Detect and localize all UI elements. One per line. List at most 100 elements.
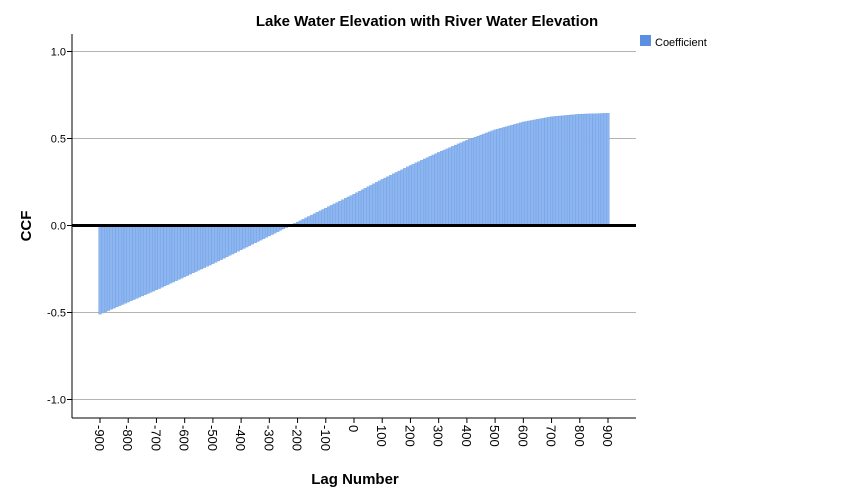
coefficient-bar [219, 225, 223, 260]
coefficient-bar [442, 149, 446, 226]
coefficient-bar [473, 136, 477, 226]
coefficient-bar [160, 225, 164, 288]
coefficient-bar [109, 225, 113, 310]
legend-label: Coefficient [655, 37, 707, 49]
coefficient-bar [485, 132, 489, 226]
coefficient-bar [482, 133, 486, 226]
coefficient-bar [191, 225, 195, 274]
coefficient-bar [327, 206, 331, 226]
coefficient-bar [208, 225, 212, 266]
coefficient-bar [510, 124, 514, 226]
coefficient-bar [533, 119, 537, 226]
x-tick-label: -600 [177, 425, 192, 451]
x-tick-label: 700 [544, 425, 559, 447]
coefficient-bar [253, 225, 257, 244]
coefficient-bar [479, 134, 483, 226]
coefficient-bar [476, 135, 480, 226]
coefficient-bar [106, 225, 111, 311]
x-tick-label: 800 [572, 425, 587, 447]
coefficient-bar [507, 125, 511, 226]
coefficient-bar [439, 151, 444, 226]
coefficient-bar [349, 195, 353, 226]
coefficient-bar [606, 113, 610, 226]
coefficient-bar [200, 225, 204, 270]
coefficient-bar [222, 225, 226, 259]
coefficient-bar [581, 113, 585, 226]
coefficient-bar [538, 118, 542, 226]
coefficient-bar [530, 120, 534, 226]
coefficient-bar [329, 205, 333, 226]
x-tick-label: -100 [318, 425, 333, 451]
coefficient-bar [527, 120, 531, 226]
coefficient-bar [470, 138, 475, 226]
coefficient-bar [600, 113, 604, 226]
coefficient-bar [163, 225, 167, 287]
coefficient-bar [544, 117, 548, 226]
coefficient-bar [490, 130, 494, 226]
coefficient-bar [202, 225, 206, 268]
coefficient-bar [121, 225, 125, 305]
coefficient-bar [408, 165, 412, 226]
coefficient-bar [169, 225, 173, 284]
coefficient-bar [369, 185, 373, 226]
x-tick-label: -900 [92, 425, 107, 451]
coefficient-bar [502, 127, 506, 226]
y-tick-label: -1.0 [47, 395, 66, 407]
coefficient-bar [521, 121, 525, 226]
coefficient-bar [321, 209, 325, 226]
coefficient-bar [595, 113, 599, 226]
coefficient-bar [380, 179, 384, 226]
coefficient-bar [310, 214, 314, 226]
coefficient-bar [504, 126, 508, 226]
x-tick-label: -200 [290, 425, 305, 451]
coefficient-bar [518, 122, 523, 226]
coefficient-bar [205, 225, 209, 267]
coefficient-bar [358, 191, 362, 226]
coefficient-bar [513, 124, 517, 226]
coefficient-bar [575, 114, 579, 226]
coefficient-bar [239, 225, 243, 250]
coefficient-bar [566, 115, 571, 226]
coefficient-bar [225, 225, 229, 257]
coefficient-bar [535, 119, 539, 226]
x-tick-label: 500 [487, 425, 502, 447]
coefficient-bar [242, 225, 246, 249]
coefficient-bar [541, 118, 545, 226]
coefficient-bar [216, 225, 221, 262]
coefficient-bar [487, 131, 492, 226]
coefficient-bar [586, 113, 590, 226]
coefficient-bar [355, 192, 359, 226]
coefficient-bar [516, 123, 520, 226]
y-tick-label: -0.5 [47, 308, 66, 320]
coefficient-bar [397, 170, 401, 226]
coefficient-bar [118, 225, 122, 306]
coefficient-bar [346, 196, 350, 226]
coefficient-bar [338, 201, 342, 226]
coefficient-bar [428, 156, 432, 226]
coefficient-bar [360, 189, 365, 226]
x-tick-label: 900 [600, 425, 615, 447]
coefficient-bar [318, 210, 322, 226]
coefficient-bar [135, 225, 139, 299]
x-tick-label: -700 [148, 425, 163, 451]
y-axis-title: CCF [18, 211, 35, 242]
coefficient-bar [445, 148, 449, 226]
coefficient-bar [267, 225, 271, 237]
coefficient-bar [414, 162, 418, 226]
coefficient-bar [366, 186, 370, 226]
coefficient-bar [183, 225, 187, 277]
coefficient-bar [372, 183, 376, 226]
coefficient-bar [245, 225, 249, 248]
coefficient-bar [352, 194, 356, 226]
y-tick-label: 0.5 [51, 134, 66, 146]
coefficient-bar [129, 225, 133, 301]
coefficient-bar [569, 114, 573, 226]
coefficient-bar [583, 113, 587, 226]
coefficient-bar [214, 225, 218, 263]
coefficient-bar [597, 113, 602, 226]
coefficient-bar [185, 225, 190, 276]
coefficient-bar [383, 177, 387, 226]
coefficient-bar [448, 147, 452, 226]
x-tick-label: 400 [459, 425, 474, 447]
coefficient-bar [437, 152, 441, 226]
